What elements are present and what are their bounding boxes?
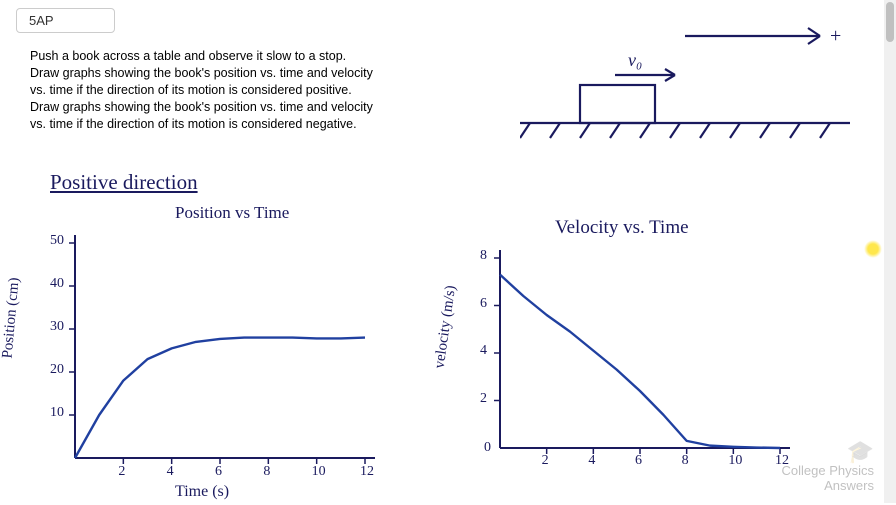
tick-label: 40 [50,276,64,292]
tick-label: 8 [682,453,689,469]
scrollbar-thumb[interactable] [886,2,894,42]
watermark: 🎓 College Physics Answers [782,440,875,493]
scrollbar[interactable] [884,0,896,503]
tick-label: 10 [312,464,326,480]
problem-line: Draw graphs showing the book's position … [30,99,373,116]
chart2-title: Velocity vs. Time [555,217,689,239]
tick-label: 20 [50,362,64,378]
watermark-line1: College Physics [782,463,875,478]
tick-label: 4 [588,453,595,469]
grad-cap-icon: 🎓 [847,439,874,464]
chart2-svg [440,240,820,500]
problem-text: Push a book across a table and observe i… [30,48,373,132]
plus-label: + [830,25,841,47]
tick-label: 8 [263,464,270,480]
tick-label: 30 [50,319,64,335]
tick-label: 10 [50,405,64,421]
section-heading: Positive direction [50,170,198,195]
tick-label: 50 [50,233,64,249]
tick-label: 8 [480,248,487,264]
position-chart [20,228,400,498]
tick-label: 2 [118,464,125,480]
tick-label: 0 [484,440,491,456]
watermark-line2: Answers [824,478,874,493]
chart1-svg [20,228,400,498]
tick-label: 4 [167,464,174,480]
tick-label: 6 [215,464,222,480]
velocity-chart [440,240,820,500]
tick-label: 2 [542,453,549,469]
cursor-highlight [864,240,882,258]
tick-label: 2 [480,391,487,407]
problem-line: Push a book across a table and observe i… [30,48,373,65]
problem-line: vs. time if the direction of its motion … [30,116,373,133]
book-on-table-diagram: + v₀ [520,20,850,150]
tick-label: 6 [635,453,642,469]
tick-label: 10 [728,453,742,469]
problem-tag: 5AP [16,8,115,33]
v0-label: v₀ [628,50,642,70]
tick-label: 12 [360,464,374,480]
tick-label: 6 [480,296,487,312]
problem-line: vs. time if the direction of its motion … [30,82,373,99]
problem-line: Draw graphs showing the book's position … [30,65,373,82]
chart1-title: Position vs Time [175,203,289,223]
diagram-svg: + v₀ [520,20,850,150]
tick-label: 4 [480,343,487,359]
